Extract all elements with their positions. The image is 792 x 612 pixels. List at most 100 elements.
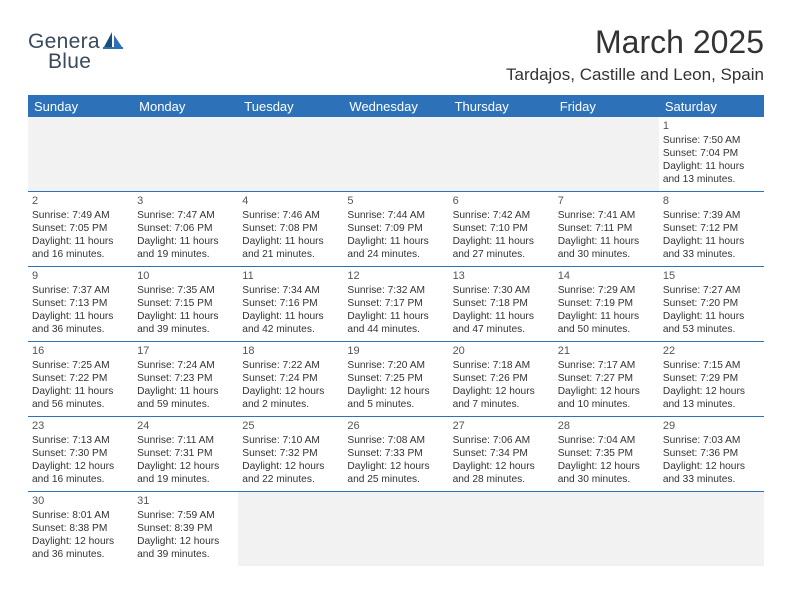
sunrise-text: Sunrise: 7:30 AM <box>453 284 549 297</box>
daylight-text: Daylight: 11 hours and 44 minutes. <box>347 310 443 336</box>
day-cell: 11Sunrise: 7:34 AMSunset: 7:16 PMDayligh… <box>238 267 343 341</box>
daylight-text: Daylight: 11 hours and 36 minutes. <box>32 310 128 336</box>
logo-text-suffix: Blue <box>48 50 91 74</box>
daylight-text: Daylight: 11 hours and 42 minutes. <box>242 310 338 336</box>
empty-cell <box>449 117 554 191</box>
header: Genera March 2025 Tardajos, Castille and… <box>28 24 764 91</box>
day-number: 22 <box>663 344 759 358</box>
location: Tardajos, Castille and Leon, Spain <box>506 65 764 85</box>
sunset-text: Sunset: 7:11 PM <box>558 222 654 235</box>
daylight-text: Daylight: 11 hours and 53 minutes. <box>663 310 759 336</box>
sunset-text: Sunset: 7:12 PM <box>663 222 759 235</box>
day-cell: 5Sunrise: 7:44 AMSunset: 7:09 PMDaylight… <box>343 192 448 266</box>
day-number: 21 <box>558 344 654 358</box>
day-number: 14 <box>558 269 654 283</box>
sunset-text: Sunset: 7:16 PM <box>242 297 338 310</box>
sunset-text: Sunset: 7:20 PM <box>663 297 759 310</box>
month-title: March 2025 <box>506 24 764 61</box>
day-label-sun: Sunday <box>28 96 133 117</box>
empty-cell <box>554 117 659 191</box>
sunset-text: Sunset: 7:18 PM <box>453 297 549 310</box>
daylight-text: Daylight: 11 hours and 24 minutes. <box>347 235 443 261</box>
day-number: 30 <box>32 494 128 508</box>
day-cell: 30Sunrise: 8:01 AMSunset: 8:38 PMDayligh… <box>28 492 133 566</box>
daylight-text: Daylight: 11 hours and 50 minutes. <box>558 310 654 336</box>
sail-icon <box>103 31 123 54</box>
day-number: 15 <box>663 269 759 283</box>
week-row: 9Sunrise: 7:37 AMSunset: 7:13 PMDaylight… <box>28 267 764 342</box>
daylight-text: Daylight: 12 hours and 5 minutes. <box>347 385 443 411</box>
day-number: 12 <box>347 269 443 283</box>
sunset-text: Sunset: 7:25 PM <box>347 372 443 385</box>
sunrise-text: Sunrise: 7:10 AM <box>242 434 338 447</box>
day-number: 1 <box>663 119 759 133</box>
sunrise-text: Sunrise: 7:29 AM <box>558 284 654 297</box>
sunrise-text: Sunrise: 7:18 AM <box>453 359 549 372</box>
day-label-wed: Wednesday <box>343 96 448 117</box>
day-cell: 21Sunrise: 7:17 AMSunset: 7:27 PMDayligh… <box>554 342 659 416</box>
week-row: 1Sunrise: 7:50 AMSunset: 7:04 PMDaylight… <box>28 117 764 192</box>
empty-cell <box>238 117 343 191</box>
sunset-text: Sunset: 7:35 PM <box>558 447 654 460</box>
sunset-text: Sunset: 7:22 PM <box>32 372 128 385</box>
sunset-text: Sunset: 7:24 PM <box>242 372 338 385</box>
week-row: 16Sunrise: 7:25 AMSunset: 7:22 PMDayligh… <box>28 342 764 417</box>
daylight-text: Daylight: 12 hours and 30 minutes. <box>558 460 654 486</box>
sunrise-text: Sunrise: 7:03 AM <box>663 434 759 447</box>
day-cell: 9Sunrise: 7:37 AMSunset: 7:13 PMDaylight… <box>28 267 133 341</box>
day-cell: 6Sunrise: 7:42 AMSunset: 7:10 PMDaylight… <box>449 192 554 266</box>
day-number: 27 <box>453 419 549 433</box>
daylight-text: Daylight: 11 hours and 56 minutes. <box>32 385 128 411</box>
weeks-container: 1Sunrise: 7:50 AMSunset: 7:04 PMDaylight… <box>28 117 764 566</box>
daylight-text: Daylight: 11 hours and 13 minutes. <box>663 160 759 186</box>
day-cell: 15Sunrise: 7:27 AMSunset: 7:20 PMDayligh… <box>659 267 764 341</box>
day-number: 31 <box>137 494 233 508</box>
daylight-text: Daylight: 12 hours and 7 minutes. <box>453 385 549 411</box>
day-cell: 23Sunrise: 7:13 AMSunset: 7:30 PMDayligh… <box>28 417 133 491</box>
sunset-text: Sunset: 7:34 PM <box>453 447 549 460</box>
daylight-text: Daylight: 12 hours and 25 minutes. <box>347 460 443 486</box>
day-cell: 29Sunrise: 7:03 AMSunset: 7:36 PMDayligh… <box>659 417 764 491</box>
daylight-text: Daylight: 11 hours and 16 minutes. <box>32 235 128 261</box>
day-number: 5 <box>347 194 443 208</box>
day-number: 4 <box>242 194 338 208</box>
daylight-text: Daylight: 12 hours and 19 minutes. <box>137 460 233 486</box>
daylight-text: Daylight: 12 hours and 10 minutes. <box>558 385 654 411</box>
empty-cell <box>343 117 448 191</box>
sunrise-text: Sunrise: 8:01 AM <box>32 509 128 522</box>
sunset-text: Sunset: 7:36 PM <box>663 447 759 460</box>
sunset-text: Sunset: 7:23 PM <box>137 372 233 385</box>
day-number: 9 <box>32 269 128 283</box>
daylight-text: Daylight: 11 hours and 47 minutes. <box>453 310 549 336</box>
sunrise-text: Sunrise: 7:20 AM <box>347 359 443 372</box>
daylight-text: Daylight: 12 hours and 39 minutes. <box>137 535 233 561</box>
day-cell: 25Sunrise: 7:10 AMSunset: 7:32 PMDayligh… <box>238 417 343 491</box>
day-number: 2 <box>32 194 128 208</box>
daylight-text: Daylight: 11 hours and 30 minutes. <box>558 235 654 261</box>
day-cell: 19Sunrise: 7:20 AMSunset: 7:25 PMDayligh… <box>343 342 448 416</box>
sunrise-text: Sunrise: 7:50 AM <box>663 134 759 147</box>
empty-cell <box>343 492 448 566</box>
day-number: 18 <box>242 344 338 358</box>
day-number: 26 <box>347 419 443 433</box>
daylight-text: Daylight: 12 hours and 13 minutes. <box>663 385 759 411</box>
day-cell: 18Sunrise: 7:22 AMSunset: 7:24 PMDayligh… <box>238 342 343 416</box>
day-number: 16 <box>32 344 128 358</box>
sunrise-text: Sunrise: 7:06 AM <box>453 434 549 447</box>
day-number: 25 <box>242 419 338 433</box>
sunrise-text: Sunrise: 7:32 AM <box>347 284 443 297</box>
sunrise-text: Sunrise: 7:42 AM <box>453 209 549 222</box>
empty-cell <box>659 492 764 566</box>
day-number: 13 <box>453 269 549 283</box>
daylight-text: Daylight: 11 hours and 39 minutes. <box>137 310 233 336</box>
day-cell: 27Sunrise: 7:06 AMSunset: 7:34 PMDayligh… <box>449 417 554 491</box>
day-label-fri: Friday <box>554 96 659 117</box>
daylight-text: Daylight: 11 hours and 27 minutes. <box>453 235 549 261</box>
sunset-text: Sunset: 7:33 PM <box>347 447 443 460</box>
empty-cell <box>554 492 659 566</box>
daylight-text: Daylight: 11 hours and 59 minutes. <box>137 385 233 411</box>
day-cell: 7Sunrise: 7:41 AMSunset: 7:11 PMDaylight… <box>554 192 659 266</box>
sunrise-text: Sunrise: 7:34 AM <box>242 284 338 297</box>
sunset-text: Sunset: 7:19 PM <box>558 297 654 310</box>
daylight-text: Daylight: 12 hours and 28 minutes. <box>453 460 549 486</box>
